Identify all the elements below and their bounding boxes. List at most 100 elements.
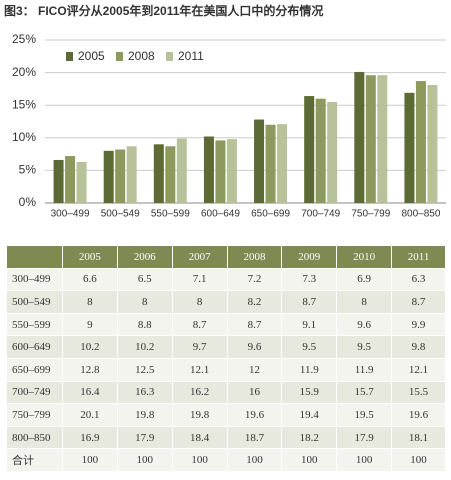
table-cell: 100 (171, 448, 228, 472)
header-cell: 2010 (336, 245, 393, 269)
table-cell: 16.2 (171, 380, 228, 405)
bar (315, 98, 326, 203)
table-cell: 8 (171, 290, 228, 314)
bar (277, 124, 288, 203)
table-cell: 6.5 (116, 267, 173, 292)
bar (176, 138, 187, 203)
table-cell: 9.6 (336, 312, 393, 337)
table-cell: 8 (336, 290, 393, 314)
table-cell: 9.7 (171, 335, 228, 359)
table-row: 650–699 12.8 12.5 12.1 12 11.9 11.9 12.1 (6, 357, 446, 382)
y-tick-label: 0% (19, 195, 37, 209)
header-cell: 2006 (116, 245, 173, 269)
x-tick-label: 800–850 (401, 209, 440, 220)
table-cell: 12.5 (116, 357, 173, 382)
y-tick-label: 5% (19, 163, 37, 177)
table-cell: 12.1 (171, 357, 228, 382)
table-row: 800–850 16.9 17.9 18.4 18.7 18.2 17.9 18.1 (6, 425, 446, 450)
bar (115, 149, 126, 203)
header-cell: 2009 (281, 245, 338, 269)
table-cell: 8.2 (226, 290, 283, 314)
table-cell: 9.5 (281, 335, 338, 359)
row-label: 800–850 (6, 425, 63, 450)
data-table: 2005 2006 2007 2008 2009 2010 2011 300–499 6.6 6.… (6, 245, 446, 472)
legend-swatch (116, 52, 123, 61)
table-cell: 16 (226, 380, 283, 405)
table-row: 600–649 10.2 10.2 9.7 9.6 9.5 9.5 9.8 (6, 335, 446, 359)
table-cell: 18.1 (391, 425, 446, 450)
table-cell: 19.4 (281, 403, 338, 427)
table-cell: 16.3 (116, 380, 173, 405)
row-label: 700–749 (6, 380, 63, 405)
bar (226, 139, 237, 203)
table-cell: 12.1 (391, 357, 446, 382)
table-cell: 8 (62, 290, 118, 314)
table-body: 300–499 6.6 6.5 7.1 7.2 7.3 6.9 6.3 500–549 8 8 8 8.… (6, 267, 446, 472)
table-cell: 8.7 (171, 312, 228, 337)
table-cell: 16.4 (62, 380, 118, 405)
table-cell: 11.9 (281, 357, 338, 382)
header-cell: 2008 (226, 245, 283, 269)
table-cell: 6.6 (62, 267, 118, 292)
legend-label: 2005 (78, 49, 105, 63)
table-row: 550–599 9 8.8 8.7 8.7 9.1 9.6 9.9 (6, 312, 446, 337)
table-cell: 8 (116, 290, 173, 314)
table-row: 300–499 6.6 6.5 7.1 7.2 7.3 6.9 6.3 (6, 267, 446, 292)
header-cell: 2007 (171, 245, 228, 269)
header-cell: 2005 (62, 245, 118, 269)
y-tick-label: 10% (12, 130, 36, 144)
table-cell: 8.8 (116, 312, 173, 337)
bar (165, 146, 176, 203)
bar (215, 140, 226, 203)
bar (327, 101, 338, 203)
table-cell: 9.5 (336, 335, 393, 359)
table-cell: 100 (226, 448, 283, 472)
table-cell: 17.9 (116, 425, 173, 450)
chart-title: 图3： FICO评分从2005年到2011年在美国人口中的分布情况 (4, 3, 323, 18)
bar (103, 150, 114, 203)
bar (365, 75, 376, 203)
table-row: 500–549 8 8 8 8.2 8.7 8 8.7 (6, 290, 446, 314)
table-cell: 100 (62, 448, 118, 472)
table-cell: 7.1 (171, 267, 228, 292)
table-cell: 17.9 (336, 425, 393, 450)
table-cell: 8.7 (226, 312, 283, 337)
bar (404, 92, 415, 203)
table-cell: 7.3 (281, 267, 338, 292)
row-label: 300–499 (6, 267, 63, 292)
x-tick-label: 500–549 (101, 209, 140, 220)
bar (53, 159, 64, 203)
table-cell: 9.1 (281, 312, 338, 337)
table-cell: 15.5 (391, 380, 446, 405)
table-cell: 100 (281, 448, 338, 472)
row-label: 750–799 (6, 403, 63, 427)
table-cell: 7.2 (226, 267, 283, 292)
header-corner (6, 245, 63, 269)
table-cell: 15.9 (281, 380, 338, 405)
table-cell: 19.6 (226, 403, 283, 427)
legend-label: 2008 (128, 49, 155, 63)
x-tick-label: 650–699 (251, 209, 290, 220)
table-cell: 10.2 (116, 335, 173, 359)
x-tick-label: 700–749 (301, 209, 340, 220)
bar (254, 119, 265, 203)
y-tick-label: 20% (12, 65, 36, 79)
table-cell: 8.7 (391, 290, 446, 314)
bar (427, 84, 438, 203)
table-cell: 100 (116, 448, 173, 472)
bar (377, 75, 388, 203)
table-cell: 9 (62, 312, 118, 337)
table-cell: 12 (226, 357, 283, 382)
x-tick-label: 750–799 (351, 209, 390, 220)
legend-label: 2011 (178, 49, 204, 63)
y-tick-label: 25% (12, 32, 36, 46)
table-cell: 15.7 (336, 380, 393, 405)
table-cell: 18.7 (226, 425, 283, 450)
table-cell: 12.8 (62, 357, 118, 382)
bar (203, 136, 214, 203)
table-cell: 100 (336, 448, 393, 472)
row-label: 500–549 (6, 290, 63, 314)
row-label: 550–599 (6, 312, 63, 337)
header-row: 2005 2006 2007 2008 2009 2010 2011 (6, 245, 446, 269)
x-tick-label: 550–599 (151, 209, 190, 220)
